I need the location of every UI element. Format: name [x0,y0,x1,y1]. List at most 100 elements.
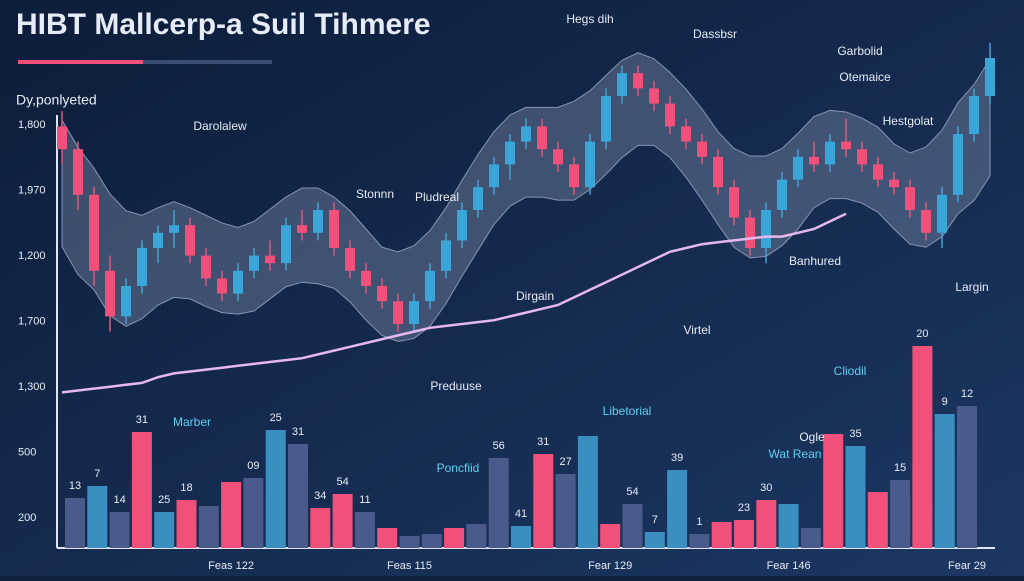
bar [600,524,621,548]
candle-body [137,248,147,286]
bar-tag: 35 [849,428,861,440]
annotation: Pludreal [415,190,459,204]
bar-tag: 27 [559,456,571,468]
y-axis-label: 1,970 [18,184,46,196]
y-axis-label: 500 [18,446,36,458]
candle-body [649,88,659,104]
bar-tag: 31 [537,436,549,448]
annotation: Hegs dih [566,12,613,26]
bar [421,534,442,548]
candle-body [713,156,723,188]
bar-tag: 20 [916,328,928,340]
bar [711,522,732,548]
candle-body [809,156,819,165]
y-axis-label: 1,300 [18,381,46,393]
candle-body [569,164,579,188]
candle-body [249,255,259,271]
bar [154,512,175,548]
bar [622,504,643,548]
annotation: Garbolid [837,44,882,58]
candle-body [953,134,963,195]
candle-body [169,225,179,233]
bar-tag: 1 [696,516,702,528]
candle-body [409,301,419,324]
candle-body [841,141,851,150]
candle-body [505,141,515,165]
bar-tag: 15 [894,462,906,474]
bar [934,414,955,548]
candle-body [489,164,499,188]
bar [399,536,420,548]
bar-tag: 34 [314,490,326,502]
bar-tag: 54 [626,486,638,498]
candle-body [905,187,915,210]
candle-body [969,96,979,134]
annotation: Stonnn [356,187,394,201]
bar-tag: 12 [961,388,973,400]
bar-tag: 7 [652,514,658,526]
bar [756,500,777,548]
bar [332,494,353,548]
candle-body [393,301,403,324]
candle-body [873,164,883,180]
candle-body [889,179,899,188]
candle-body [921,210,931,233]
annotation: Largin [955,280,988,294]
y-axis-label: 1,200 [18,250,46,262]
annotation: Preduuse [430,379,482,393]
bar [265,430,286,548]
bar [131,432,152,548]
bar [243,478,264,548]
bar [823,434,844,548]
candle-body [729,187,739,218]
candle-body [537,126,547,150]
candle-body [761,210,771,248]
candle-body [521,126,531,142]
moving-average-line [61,212,847,394]
bar [867,492,888,548]
x-tick-label: Fear 146 [767,560,811,572]
candle-body [233,270,243,294]
candle-body [633,73,643,89]
candle-body [457,210,467,241]
bar-tag: 41 [515,508,527,520]
candle-body [857,149,867,165]
bar-tag: 13 [69,480,81,492]
bar-tag: 09 [247,460,259,472]
annotation: Cliodil [834,364,867,378]
bar [176,500,197,548]
x-tick-label: Feas 115 [387,560,432,572]
bar [644,532,665,548]
annotation: Darolalew [193,119,247,133]
candle-body [105,270,115,317]
bar [354,512,375,548]
bar [689,534,710,548]
bar [377,528,398,548]
bar [466,524,487,548]
candle-body [825,141,835,165]
candle-body [73,149,83,195]
annotation: Ogle [799,430,825,444]
bar-tag: 11 [359,494,370,506]
candle-body [697,141,707,157]
annotation: Otemaice [839,70,891,84]
bar-tag: 31 [136,414,148,426]
bar-tag: 25 [270,412,282,424]
bar [444,528,465,548]
candle-body [121,286,131,317]
bar-tag: 56 [493,440,505,452]
y-axis-label: 1,800 [18,119,46,131]
candle-body [441,240,451,271]
bar [890,480,911,548]
annotation: Dirgain [516,289,554,303]
candle-body [57,126,67,150]
bar-tag: 25 [158,494,170,506]
annotation: Dassbsr [693,27,737,41]
bar [288,444,308,548]
candle-body [777,179,787,210]
y-axis-label: 200 [18,512,36,524]
annotation: Banhured [789,254,841,268]
candle-body [681,126,691,142]
candle-body [937,194,947,233]
